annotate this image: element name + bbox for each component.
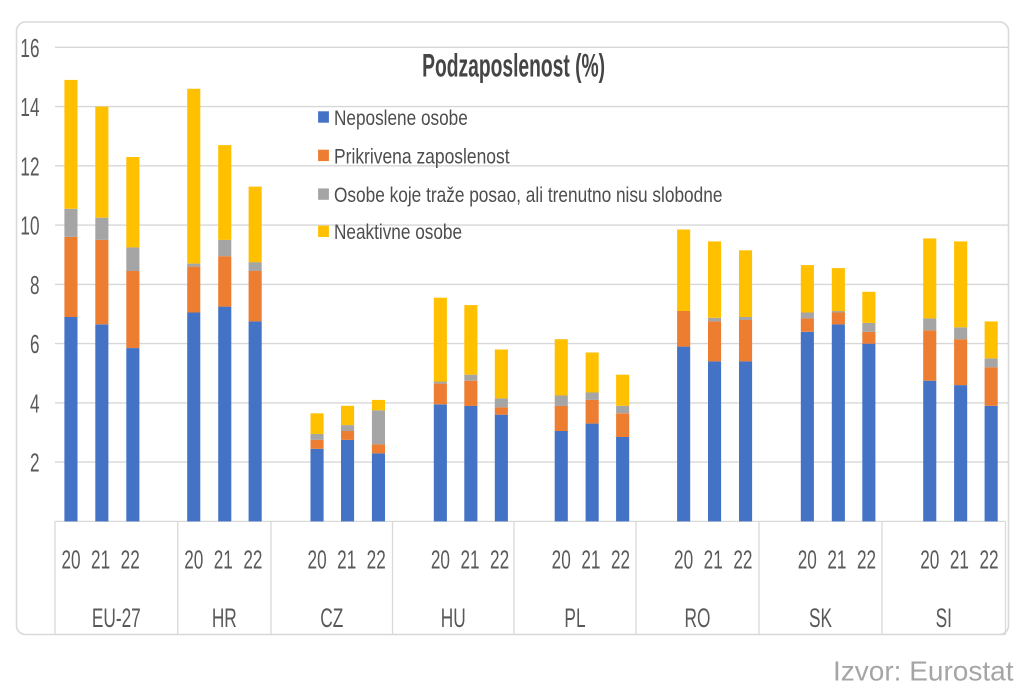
svg-text:21: 21 [337,545,356,575]
svg-text:20: 20 [920,545,939,575]
svg-text:8: 8 [30,270,40,300]
svg-text:PL: PL [564,602,585,633]
svg-text:16: 16 [20,33,39,63]
svg-text:SI: SI [936,602,952,633]
svg-text:6: 6 [30,329,40,359]
svg-text:10: 10 [20,211,39,241]
svg-text:2: 2 [30,448,40,478]
svg-text:12: 12 [20,152,39,182]
svg-text:21: 21 [950,545,969,575]
svg-text:21: 21 [827,545,846,575]
svg-text:20: 20 [61,545,80,575]
svg-text:22: 22 [243,545,262,575]
svg-text:HU: HU [441,602,466,633]
svg-text:22: 22 [367,545,386,575]
svg-text:21: 21 [214,545,233,575]
svg-text:22: 22 [490,545,509,575]
svg-text:20: 20 [308,545,327,575]
svg-text:4: 4 [30,389,40,419]
svg-text:20: 20 [184,545,203,575]
svg-text:20: 20 [798,545,817,575]
svg-text:HR: HR [212,602,237,633]
svg-text:Podzaposlenost (%): Podzaposlenost (%) [422,47,605,83]
svg-text:RO: RO [685,602,711,633]
svg-text:20: 20 [674,545,693,575]
svg-text:21: 21 [91,545,110,575]
svg-text:20: 20 [552,545,571,575]
svg-text:Neaktivne osobe: Neaktivne osobe [334,220,462,244]
svg-text:SK: SK [809,602,832,633]
svg-text:CZ: CZ [320,602,343,633]
svg-text:21: 21 [704,545,723,575]
svg-text:Prikrivena zaposlenost: Prikrivena zaposlenost [334,145,510,169]
svg-text:Osobe koje traže posao, ali tr: Osobe koje traže posao, ali trenutno nis… [334,183,722,207]
svg-text:21: 21 [581,545,600,575]
svg-text:EU-27: EU-27 [92,602,141,633]
svg-text:22: 22 [857,545,876,575]
svg-text:14: 14 [20,92,39,122]
svg-text:22: 22 [121,545,140,575]
svg-text:21: 21 [460,545,479,575]
svg-text:Neposlene osobe: Neposlene osobe [334,106,468,130]
svg-text:20: 20 [431,545,450,575]
svg-text:22: 22 [733,545,752,575]
svg-text:22: 22 [979,545,998,575]
svg-text:Izvor: Eurostat: Izvor: Eurostat [833,656,1014,687]
svg-text:22: 22 [611,545,630,575]
